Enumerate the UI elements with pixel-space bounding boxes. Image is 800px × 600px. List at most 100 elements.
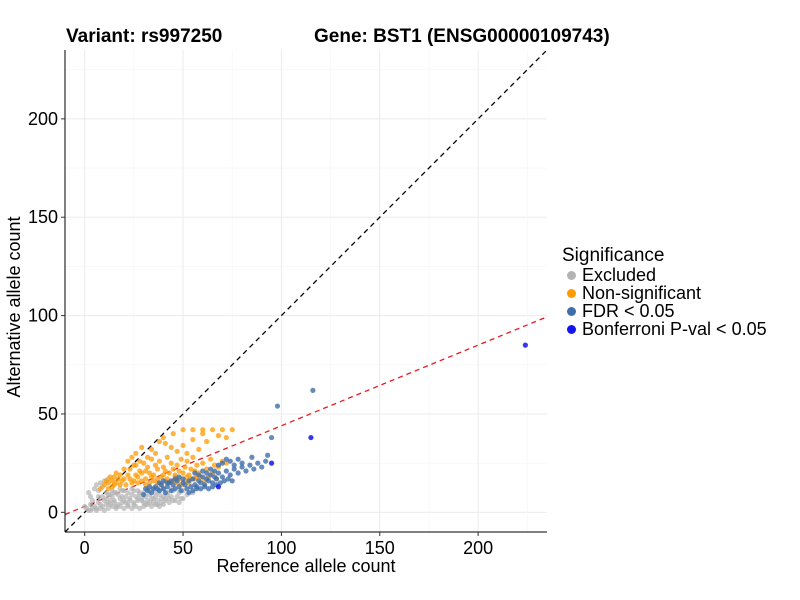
point-fdr-0-05	[190, 488, 196, 494]
point-excluded	[129, 505, 135, 511]
point-excluded	[125, 503, 131, 510]
point-non-significant	[125, 472, 131, 478]
point-non-significant	[184, 458, 190, 464]
point-non-significant	[145, 464, 151, 470]
y-tick-label: 0	[48, 502, 58, 522]
point-non-significant	[111, 482, 117, 488]
point-fdr-0-05	[206, 486, 212, 492]
point-non-significant	[148, 446, 155, 452]
x-tick-label: 0	[80, 538, 90, 558]
point-non-significant	[146, 480, 153, 486]
point-non-significant	[131, 462, 137, 468]
point-fdr-0-05	[251, 466, 257, 472]
point-non-significant	[184, 450, 190, 456]
point-non-significant	[154, 466, 161, 472]
point-fdr-0-05	[200, 474, 206, 480]
point-fdr-0-05	[215, 462, 222, 468]
point-fdr-0-05	[160, 486, 166, 492]
point-non-significant	[162, 440, 168, 447]
point-fdr-0-05	[206, 478, 212, 484]
point-excluded	[121, 505, 127, 511]
point-fdr-0-05	[188, 484, 194, 490]
point-non-significant	[170, 466, 176, 472]
point-fdr-0-05	[170, 482, 176, 488]
point-non-significant	[105, 486, 111, 492]
point-fdr-0-05	[268, 434, 275, 441]
point-excluded	[115, 501, 121, 508]
point-excluded	[103, 495, 109, 502]
point-fdr-0-05	[186, 478, 192, 484]
y-tick-label: 50	[38, 404, 58, 424]
x-tick-label: 100	[266, 538, 296, 558]
point-excluded	[174, 493, 180, 500]
point-fdr-0-05	[263, 458, 269, 464]
point-non-significant	[174, 448, 180, 454]
point-fdr-0-05	[310, 387, 316, 393]
point-non-significant	[170, 431, 176, 437]
point-fdr-0-05	[219, 460, 225, 466]
axes	[61, 50, 547, 536]
point-fdr-0-05	[215, 470, 222, 476]
point-bonferroni-p-val-0-05	[522, 342, 528, 348]
point-fdr-0-05	[239, 464, 245, 470]
point-non-significant	[117, 482, 123, 488]
point-non-significant	[174, 462, 180, 468]
point-excluded	[139, 497, 145, 504]
point-fdr-0-05	[182, 482, 188, 488]
point-fdr-0-05	[274, 403, 281, 409]
point-non-significant	[164, 454, 170, 460]
point-excluded	[154, 497, 161, 504]
point-non-significant	[146, 470, 153, 476]
point-non-significant	[133, 450, 139, 456]
point-fdr-0-05	[211, 468, 218, 474]
point-non-significant	[200, 427, 206, 433]
point-fdr-0-05	[219, 474, 225, 480]
point-non-significant	[101, 482, 107, 488]
point-excluded	[127, 497, 133, 504]
point-excluded	[101, 507, 107, 513]
point-fdr-0-05	[243, 468, 249, 474]
point-fdr-0-05	[164, 480, 170, 486]
point-excluded	[123, 499, 129, 506]
point-excluded	[154, 501, 161, 508]
point-non-significant	[223, 434, 229, 441]
point-excluded	[137, 505, 143, 511]
legend-dot-non-significant	[567, 289, 576, 299]
point-excluded	[113, 490, 119, 496]
point-fdr-0-05	[172, 476, 178, 482]
point-excluded	[109, 503, 115, 510]
point-fdr-0-05	[192, 470, 198, 476]
point-fdr-0-05	[213, 476, 220, 482]
point-non-significant	[180, 442, 186, 449]
point-non-significant	[117, 472, 123, 478]
point-bonferroni-p-val-0-05	[215, 484, 222, 490]
point-non-significant	[166, 470, 172, 476]
point-non-significant	[141, 460, 147, 466]
point-non-significant	[223, 460, 229, 466]
point-fdr-0-05	[198, 480, 204, 486]
point-non-significant	[115, 476, 121, 482]
point-fdr-0-05	[217, 480, 224, 486]
legend-label: Non-significant	[582, 283, 702, 303]
y-tick-label: 200	[28, 109, 58, 129]
legend-label: Bonferroni P-val < 0.05	[582, 319, 767, 339]
point-excluded	[156, 492, 163, 498]
point-excluded	[146, 499, 153, 506]
point-fdr-0-05	[249, 454, 255, 460]
point-non-significant	[168, 444, 174, 451]
point-fdr-0-05	[176, 474, 182, 480]
point-excluded	[129, 486, 135, 492]
reference-line-fitted	[65, 316, 547, 516]
point-fdr-0-05	[223, 468, 229, 474]
point-excluded	[87, 507, 94, 513]
point-fdr-0-05	[259, 464, 265, 470]
point-non-significant	[182, 464, 188, 470]
point-fdr-0-05	[172, 486, 178, 492]
point-bonferroni-p-val-0-05	[308, 434, 314, 441]
grid-lines	[65, 50, 547, 532]
point-fdr-0-05	[235, 456, 241, 462]
point-fdr-0-05	[209, 484, 216, 490]
point-excluded	[105, 505, 111, 511]
legend-item-fdr: FDR < 0.05	[562, 302, 767, 320]
point-non-significant	[180, 427, 186, 433]
